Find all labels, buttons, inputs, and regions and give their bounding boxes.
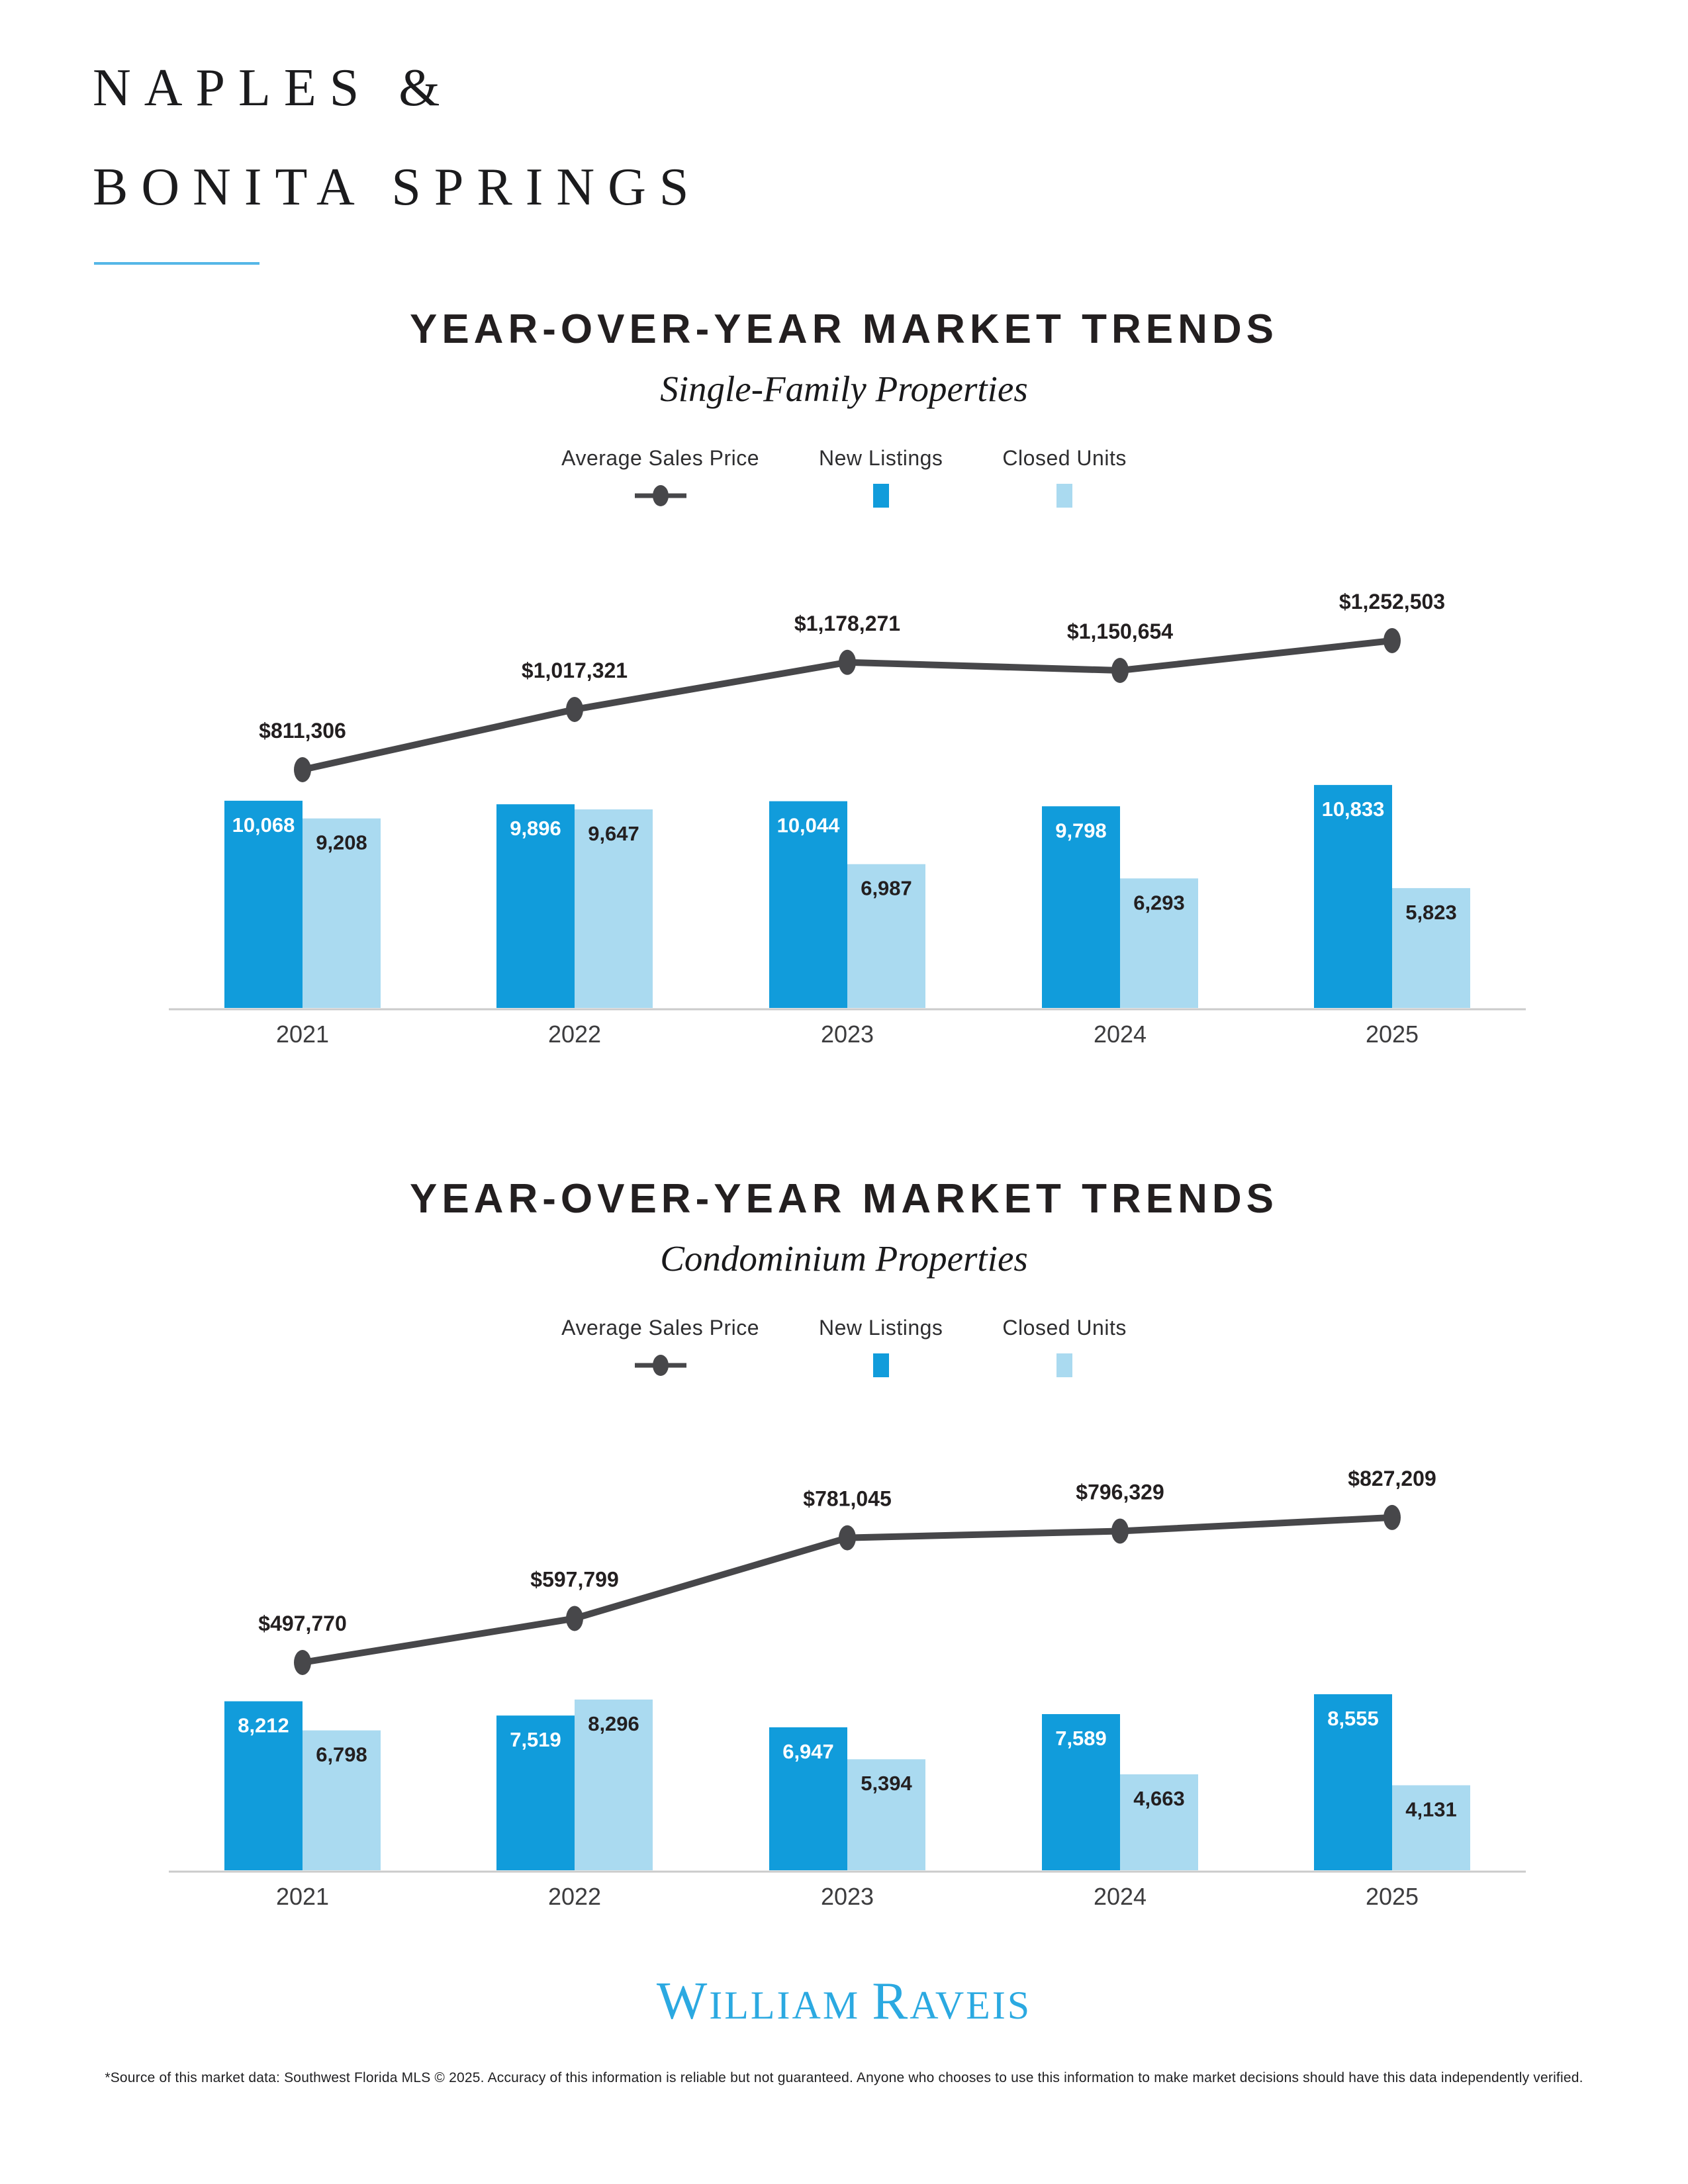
svg-text:$1,017,321: $1,017,321 bbox=[522, 659, 628, 682]
svg-text:$597,799: $597,799 bbox=[530, 1567, 618, 1591]
page-title-line-2: BONITA SPRINGS bbox=[93, 158, 702, 216]
svg-text:$827,209: $827,209 bbox=[1348, 1467, 1436, 1490]
legend-label-average-sales-price: Average Sales Price bbox=[561, 1316, 760, 1340]
logo-letter-r: R bbox=[872, 1971, 910, 2030]
svg-text:8,296: 8,296 bbox=[588, 1712, 639, 1735]
new-listings-swatch-icon bbox=[872, 484, 889, 508]
svg-text:4,131: 4,131 bbox=[1405, 1798, 1457, 1821]
closed-units-swatch-icon bbox=[1056, 484, 1073, 508]
closed-units-swatch-icon bbox=[1056, 1353, 1073, 1377]
new-listings-swatch-icon bbox=[872, 1353, 889, 1377]
svg-text:$1,150,654: $1,150,654 bbox=[1067, 619, 1173, 643]
svg-text:9,208: 9,208 bbox=[316, 831, 367, 854]
svg-text:5,394: 5,394 bbox=[861, 1772, 912, 1795]
logo-space bbox=[860, 1983, 872, 2027]
svg-text:8,555: 8,555 bbox=[1327, 1707, 1379, 1730]
legend-item-new-listings: New Listings bbox=[819, 1316, 943, 1377]
svg-text:10,068: 10,068 bbox=[232, 813, 295, 837]
svg-text:6,798: 6,798 bbox=[316, 1743, 367, 1766]
svg-text:2022: 2022 bbox=[548, 1021, 601, 1048]
svg-text:8,212: 8,212 bbox=[238, 1714, 289, 1737]
svg-text:2023: 2023 bbox=[821, 1883, 874, 1910]
legend-item-closed-units: Closed Units bbox=[1002, 446, 1126, 508]
svg-text:6,947: 6,947 bbox=[782, 1740, 834, 1763]
legend-item-average-sales-price: Average Sales Price bbox=[561, 1316, 759, 1377]
logo-word-aveis: AVEIS bbox=[910, 1983, 1032, 2027]
svg-text:9,896: 9,896 bbox=[510, 817, 561, 840]
chart-legend-single-family: Average Sales Price New Listings Closed … bbox=[0, 446, 1688, 508]
logo-word-illiam: ILLIAM bbox=[709, 1983, 861, 2027]
chart-subtitle-condominium: Condominium Properties bbox=[660, 1238, 1028, 1279]
chart-title-single-family: YEAR-OVER-YEAR MARKET TRENDS bbox=[409, 306, 1279, 352]
legend-item-closed-units: Closed Units bbox=[1002, 1316, 1126, 1377]
svg-text:9,647: 9,647 bbox=[588, 822, 639, 845]
legend-item-new-listings: New Listings bbox=[819, 446, 943, 508]
svg-text:2025: 2025 bbox=[1366, 1021, 1419, 1048]
single-family-chart-plot: 10,068 9,208 2021 9,896 9,647 2022 10,044 6,987… bbox=[0, 549, 1688, 1079]
svg-text:2022: 2022 bbox=[548, 1883, 601, 1910]
svg-text:6,987: 6,987 bbox=[861, 877, 912, 900]
svg-text:2021: 2021 bbox=[276, 1883, 329, 1910]
svg-text:2021: 2021 bbox=[276, 1021, 329, 1048]
legend-label-average-sales-price: Average Sales Price bbox=[561, 446, 760, 470]
svg-text:$781,045: $781,045 bbox=[803, 1487, 891, 1511]
svg-text:5,823: 5,823 bbox=[1405, 901, 1457, 924]
svg-text:2025: 2025 bbox=[1366, 1883, 1419, 1910]
svg-text:7,589: 7,589 bbox=[1055, 1727, 1107, 1750]
svg-text:$497,770: $497,770 bbox=[258, 1612, 346, 1635]
svg-text:7,519: 7,519 bbox=[510, 1728, 561, 1751]
legend-label-closed-units: Closed Units bbox=[1002, 1316, 1127, 1340]
svg-text:10,833: 10,833 bbox=[1322, 797, 1385, 821]
svg-text:2024: 2024 bbox=[1094, 1021, 1147, 1048]
page-title-line-1: NAPLES & bbox=[93, 59, 453, 117]
svg-text:$811,306: $811,306 bbox=[259, 719, 346, 743]
svg-text:$796,329: $796,329 bbox=[1076, 1480, 1164, 1504]
title-underline-decoration bbox=[94, 262, 259, 265]
logo-letter-w: W bbox=[656, 1971, 710, 2030]
svg-text:9,798: 9,798 bbox=[1055, 819, 1107, 842]
chart-subtitle-single-family: Single-Family Properties bbox=[660, 369, 1028, 409]
chart-legend-condominium: Average Sales Price New Listings Closed … bbox=[0, 1316, 1688, 1377]
svg-text:$1,178,271: $1,178,271 bbox=[794, 612, 900, 635]
price-line-marker-icon bbox=[631, 1353, 690, 1377]
price-line-marker-icon bbox=[631, 484, 690, 508]
svg-text:2024: 2024 bbox=[1094, 1883, 1147, 1910]
chart-title-condominium: YEAR-OVER-YEAR MARKET TRENDS bbox=[409, 1176, 1279, 1222]
legend-label-closed-units: Closed Units bbox=[1002, 446, 1127, 470]
source-disclaimer: *Source of this market data: Southwest F… bbox=[105, 2070, 1583, 2085]
svg-text:6,293: 6,293 bbox=[1133, 891, 1185, 914]
svg-text:10,044: 10,044 bbox=[777, 814, 841, 837]
svg-text:4,663: 4,663 bbox=[1133, 1787, 1185, 1810]
page-title: NAPLES & BONITA SPRINGS bbox=[93, 38, 702, 237]
legend-label-new-listings: New Listings bbox=[819, 1316, 943, 1340]
svg-text:$1,252,503: $1,252,503 bbox=[1339, 590, 1445, 614]
legend-item-average-sales-price: Average Sales Price bbox=[561, 446, 759, 508]
condominium-chart-plot: 8,212 6,798 2021 7,519 8,296 2022 6,947 5,394 20… bbox=[0, 1410, 1688, 1939]
legend-label-new-listings: New Listings bbox=[819, 446, 943, 470]
svg-text:2023: 2023 bbox=[821, 1021, 874, 1048]
william-raveis-logo: WILLIAM RAVEIS bbox=[0, 1971, 1688, 2046]
